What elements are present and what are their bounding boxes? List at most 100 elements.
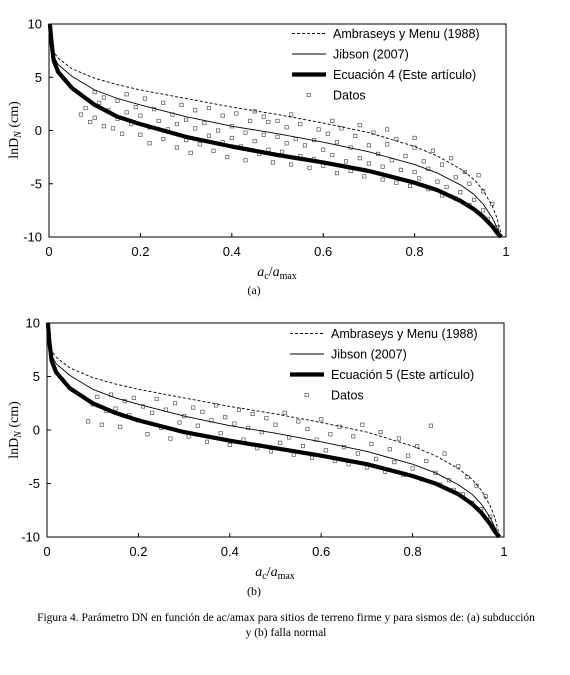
data-point [334, 140, 339, 145]
data-point [225, 155, 230, 160]
data-point [234, 111, 239, 116]
data-point [378, 430, 383, 435]
x-tick-label: 0.8 [404, 544, 422, 559]
y-tick-label: -5 [30, 176, 42, 191]
data-point [174, 122, 180, 127]
plot-frame-a [48, 23, 507, 238]
y-tick-label: 0 [33, 423, 40, 438]
data-point [92, 115, 97, 120]
legend-entry: Jibson (2007) [331, 348, 407, 362]
data-point [161, 136, 166, 142]
data-point [410, 466, 415, 471]
panel-label-b: (b) [247, 584, 261, 598]
data-point [476, 173, 481, 178]
series-line-3 [45, 322, 502, 539]
data-point [355, 451, 360, 456]
data-point [298, 122, 303, 127]
data-point [319, 417, 324, 422]
data-point [366, 143, 371, 148]
data-point [268, 449, 273, 454]
x-tick-label: 0.2 [131, 244, 149, 259]
data-point [223, 415, 228, 420]
data-point [120, 131, 125, 136]
y-tick-label: 0 [35, 123, 42, 138]
y-axis-label-b: lnDN (cm) [7, 401, 24, 459]
y-axis-label-a: lnDN (cm) [7, 101, 24, 159]
data-point [307, 165, 312, 170]
x-axis-label-a: ac/amax [257, 265, 297, 282]
x-tick-label: 0 [45, 244, 52, 259]
plot-frame-b [46, 322, 505, 538]
data-point [398, 167, 403, 172]
data-point [325, 131, 330, 136]
figure-caption-line1: Figura 4. Parámetro DN en función de ac/… [37, 612, 535, 624]
data-point [110, 126, 116, 131]
data-point [156, 118, 161, 123]
data-point [95, 394, 100, 399]
data-point [118, 424, 123, 429]
data-point [380, 164, 385, 169]
data-point [435, 179, 440, 184]
data-point [293, 136, 298, 142]
data-point [138, 113, 143, 118]
data-point [353, 133, 358, 138]
data-point [430, 148, 435, 153]
data-point [214, 403, 219, 408]
data-point [115, 98, 120, 103]
data-point [191, 405, 196, 410]
data-point [266, 119, 271, 125]
legend-entry: Datos [331, 389, 364, 403]
data-point [101, 124, 106, 129]
series-line-1 [50, 29, 502, 236]
data-point [88, 119, 93, 125]
data-point [188, 150, 193, 155]
legend-b: Ambraseys y Menu (1988) Jibson (2007) Ecua… [290, 327, 478, 403]
x-tick-label: 0.4 [223, 244, 241, 259]
data-point [396, 436, 401, 441]
data-point [289, 162, 294, 167]
legend-entry: Ambraseys y Menu (1988) [331, 327, 478, 341]
x-tick-label: 0.2 [129, 544, 147, 559]
data-point [339, 126, 344, 131]
data-point [243, 130, 248, 135]
data-point [131, 395, 136, 400]
data-point [380, 177, 385, 182]
data-point [328, 432, 333, 437]
data-point [351, 434, 356, 439]
data-point [266, 147, 271, 152]
data-point [250, 411, 255, 417]
legend-entry: Ambraseys y Menu (1988) [333, 27, 480, 41]
x-tick-label: 0 [43, 544, 50, 559]
data-point [236, 407, 241, 412]
data-point [113, 406, 118, 411]
data-point [133, 105, 138, 110]
data-point [252, 139, 257, 144]
x-tick-label: 0.6 [314, 244, 332, 259]
data-point [394, 136, 399, 142]
legend-swatch-datos [306, 92, 311, 98]
data-point [99, 422, 104, 427]
data-point [442, 451, 447, 456]
data-point [282, 410, 287, 415]
y-tick-label: 5 [35, 70, 42, 85]
y-tick-label: -5 [28, 476, 40, 491]
data-point [259, 430, 264, 435]
y-tick-label: 5 [33, 369, 40, 384]
data-point [481, 208, 486, 213]
data-point [385, 127, 390, 132]
data-point [218, 431, 223, 436]
x-tick-label: 0.4 [221, 544, 239, 559]
data-point [302, 143, 307, 148]
data-point [278, 440, 283, 445]
data-point [211, 148, 216, 153]
data-point [232, 421, 237, 426]
x-tick-label: 0.8 [406, 244, 424, 259]
data-point [229, 135, 234, 141]
data-point [197, 142, 202, 147]
data-point [193, 108, 198, 113]
data-point [248, 118, 253, 123]
data-point [387, 447, 392, 452]
data-point [150, 410, 155, 415]
data-point [453, 175, 458, 180]
data-point [407, 183, 413, 188]
